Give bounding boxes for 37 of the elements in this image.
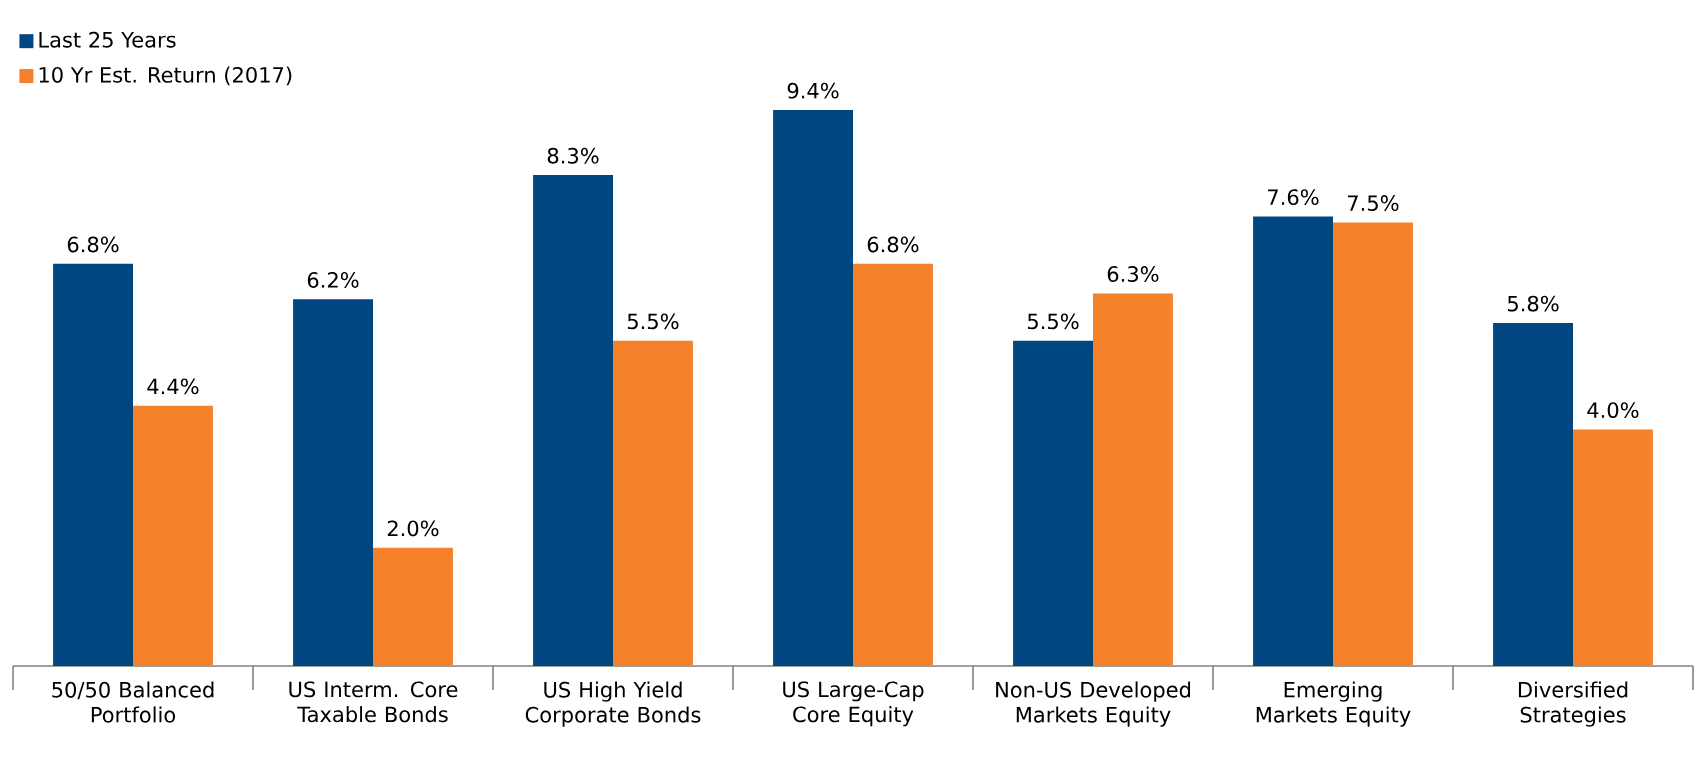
bar: [293, 299, 373, 666]
x-tick-label: US Large-Cap Core Equity: [783, 681, 924, 727]
bar: [613, 340, 693, 666]
data-label: 4.0%: [1587, 402, 1639, 418]
data-label: 6.3%: [1107, 266, 1159, 282]
bar: [533, 175, 613, 666]
bar: [1573, 429, 1653, 666]
bar: [1253, 216, 1333, 666]
bar: [133, 405, 213, 666]
bar: [1013, 340, 1094, 666]
data-label: 7.5%: [1348, 195, 1399, 211]
data-label: 7.6%: [1268, 189, 1319, 206]
data-label: 4.4%: [147, 378, 199, 395]
bar: [773, 110, 853, 666]
x-tick-label: Emerging Markets Equity: [1256, 681, 1411, 727]
data-label: 6.2%: [307, 272, 359, 288]
bar: [1493, 322, 1573, 666]
data-label: 5.5%: [1028, 313, 1079, 330]
data-label: 5.5%: [627, 313, 679, 330]
legend-label: 10 Yr Est. Return (2017): [39, 66, 292, 86]
x-tick-label: US High Yield Corporate Bonds: [525, 681, 701, 727]
bar: [1093, 293, 1173, 666]
data-label: 2.0%: [387, 520, 439, 537]
data-label: 5.8%: [1508, 295, 1559, 312]
bar: [853, 263, 933, 666]
data-label: 6.8%: [867, 236, 919, 253]
bar: [53, 263, 133, 666]
x-tick-label: Non-US Developed Markets Equity: [996, 681, 1191, 727]
data-label: 8.3%: [547, 147, 599, 164]
data-label: 6.8%: [67, 236, 119, 253]
bar: [373, 547, 453, 666]
x-tick-label: Diversified Strategies: [1518, 681, 1628, 727]
data-label: 9.4%: [787, 82, 839, 99]
x-tick-label: 50/50 Balanced Portfolio: [52, 681, 214, 723]
legend-label: Last 25 Years: [39, 31, 176, 48]
x-tick-label: US Interm. Core Taxable Bonds: [289, 681, 458, 723]
bar: [1333, 222, 1413, 666]
